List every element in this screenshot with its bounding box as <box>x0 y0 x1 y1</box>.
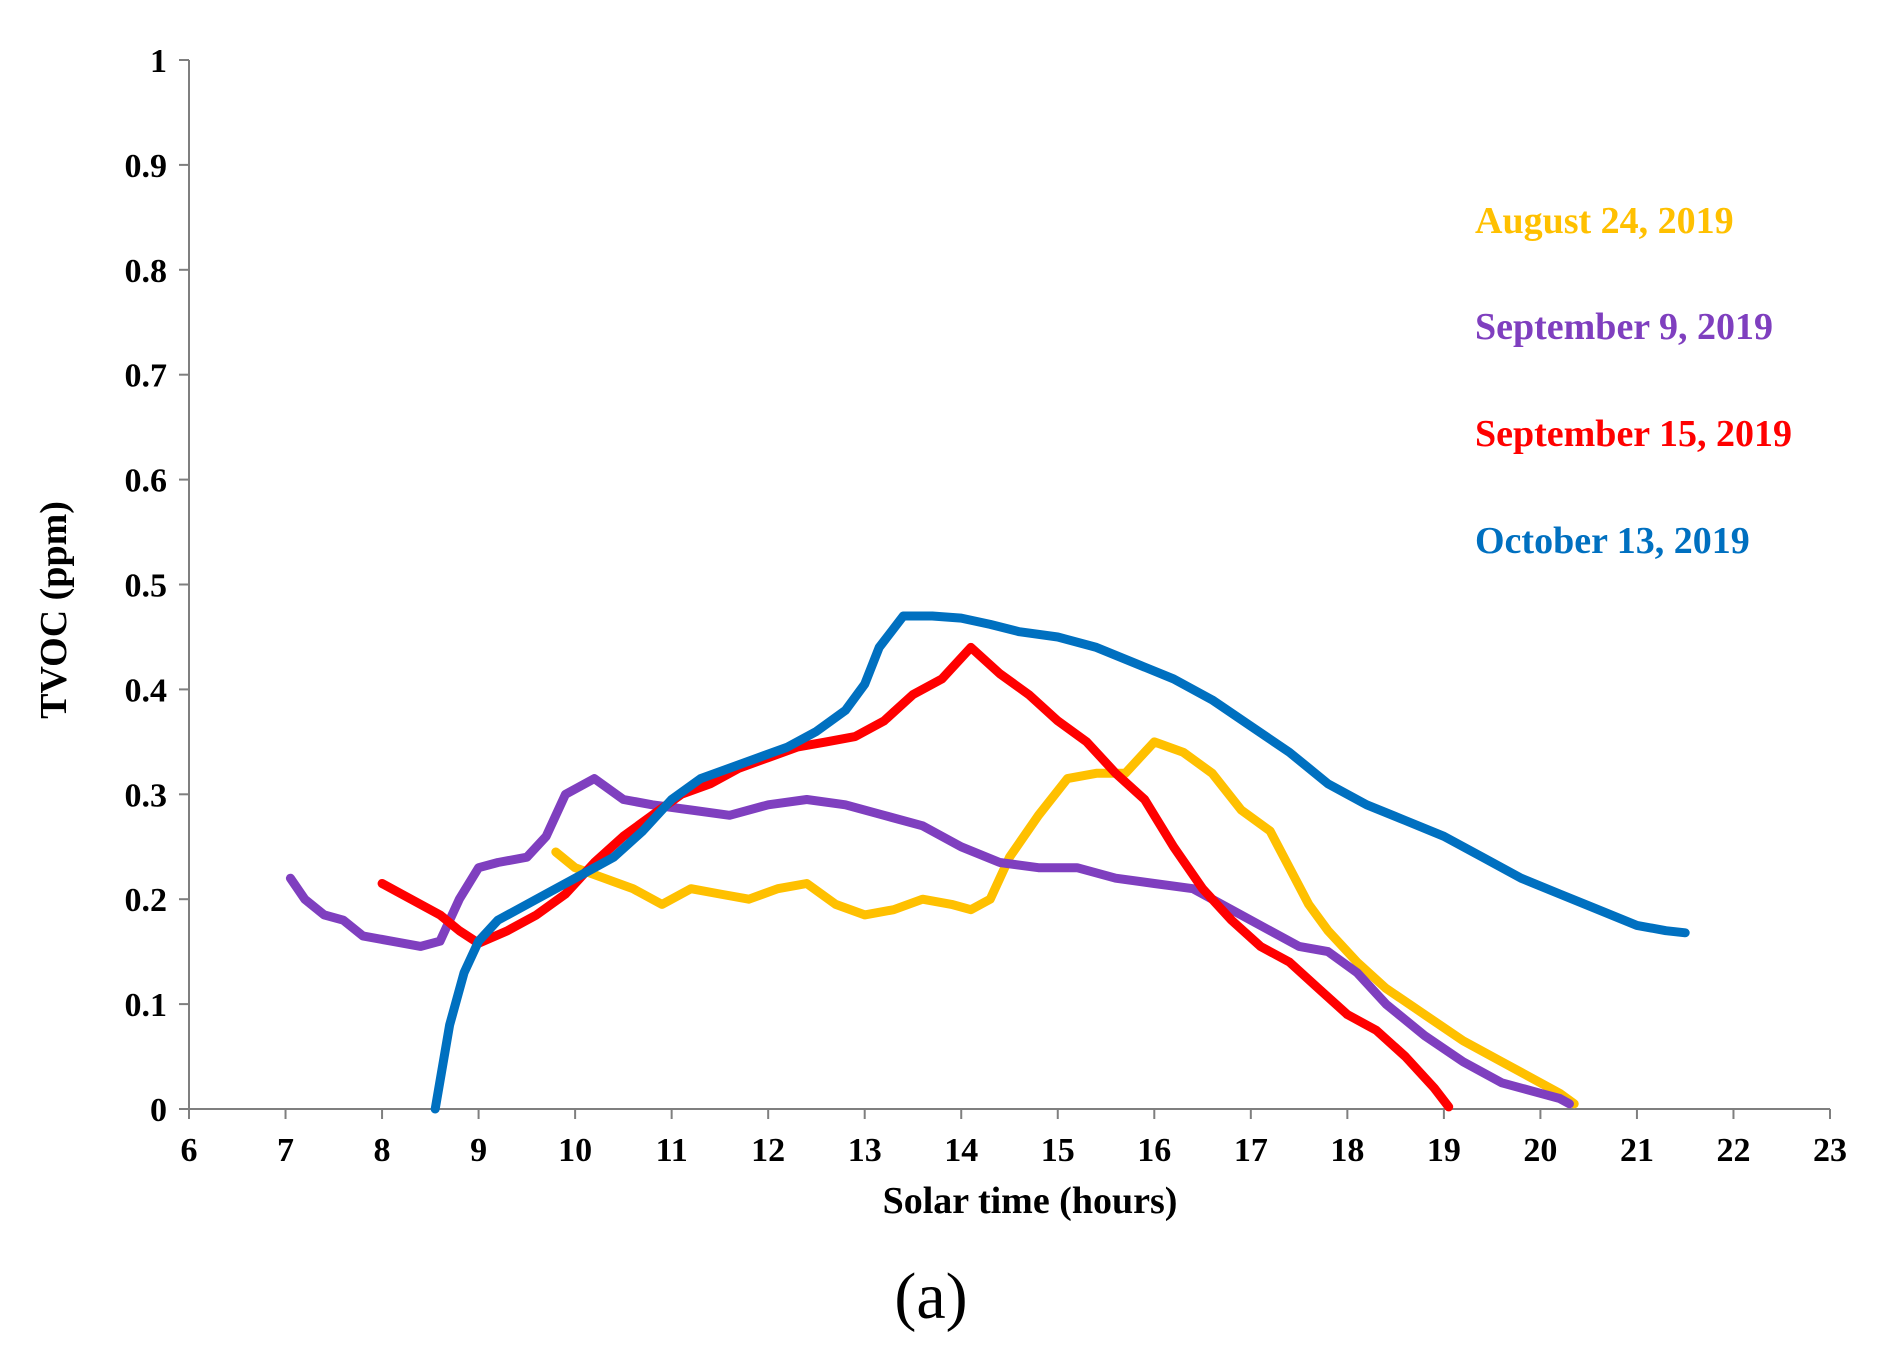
x-axis-title: Solar time (hours) <box>883 1180 1178 1222</box>
x-tick-label: 13 <box>848 1132 882 1169</box>
y-axis-title: TVOC (ppm) <box>33 501 75 719</box>
panel-label: (a) <box>894 1260 967 1333</box>
y-tick-label: 0.8 <box>125 253 168 290</box>
x-tick-label: 6 <box>181 1132 198 1169</box>
x-tick-label: 11 <box>656 1132 688 1169</box>
series-line-september-9-2019 <box>285 774 1574 1109</box>
y-tick-label: 0.9 <box>125 148 168 185</box>
y-tick-label: 0.4 <box>125 672 168 709</box>
x-tick-label: 9 <box>470 1132 487 1169</box>
x-tick-label: 22 <box>1716 1132 1750 1169</box>
x-tick-label: 17 <box>1234 1132 1268 1169</box>
x-tick-label: 15 <box>1041 1132 1075 1169</box>
x-tick-label: 7 <box>277 1132 294 1169</box>
y-tick-label: 0.3 <box>125 777 168 814</box>
y-tick-label: 0.5 <box>125 568 168 605</box>
legend: August 24, 2019 September 9, 2019 Septembe… <box>1475 200 1792 562</box>
series-line-august-24-2019 <box>551 737 1579 1109</box>
y-tick-label: 0.7 <box>125 358 168 395</box>
x-tick-label: 18 <box>1330 1132 1364 1169</box>
y-tick-label: 1 <box>150 43 167 80</box>
series-line-october-13-2019 <box>430 611 1690 1114</box>
x-tick-label: 12 <box>751 1132 785 1169</box>
series-line-september-15-2019 <box>377 642 1454 1112</box>
y-tick-label: 0.1 <box>125 987 168 1024</box>
legend-entry-september-15-2019: September 15, 2019 <box>1475 413 1792 455</box>
axes: 00.10.20.30.40.50.60.70.80.916 7 8 9 10 11 12 1… <box>125 43 1848 1169</box>
y-tick-label: 0 <box>150 1092 167 1129</box>
x-tick-label: 8 <box>374 1132 391 1169</box>
x-tick-label: 14 <box>944 1132 978 1169</box>
x-tick-label: 23 <box>1813 1132 1847 1169</box>
y-tick-label: 0.2 <box>125 882 168 919</box>
y-tick-label: 0.6 <box>125 463 168 500</box>
legend-entry-october-13-2019: October 13, 2019 <box>1475 520 1750 562</box>
x-tick-label: 21 <box>1620 1132 1654 1169</box>
x-tick-label: 19 <box>1427 1132 1461 1169</box>
x-tick-label: 16 <box>1137 1132 1171 1169</box>
series-layer <box>285 611 1690 1114</box>
legend-entry-september-9-2019: September 9, 2019 <box>1475 306 1773 348</box>
x-tick-label: 10 <box>558 1132 592 1169</box>
x-tick-label: 20 <box>1523 1132 1557 1169</box>
legend-entry-august-24-2019: August 24, 2019 <box>1475 200 1734 242</box>
